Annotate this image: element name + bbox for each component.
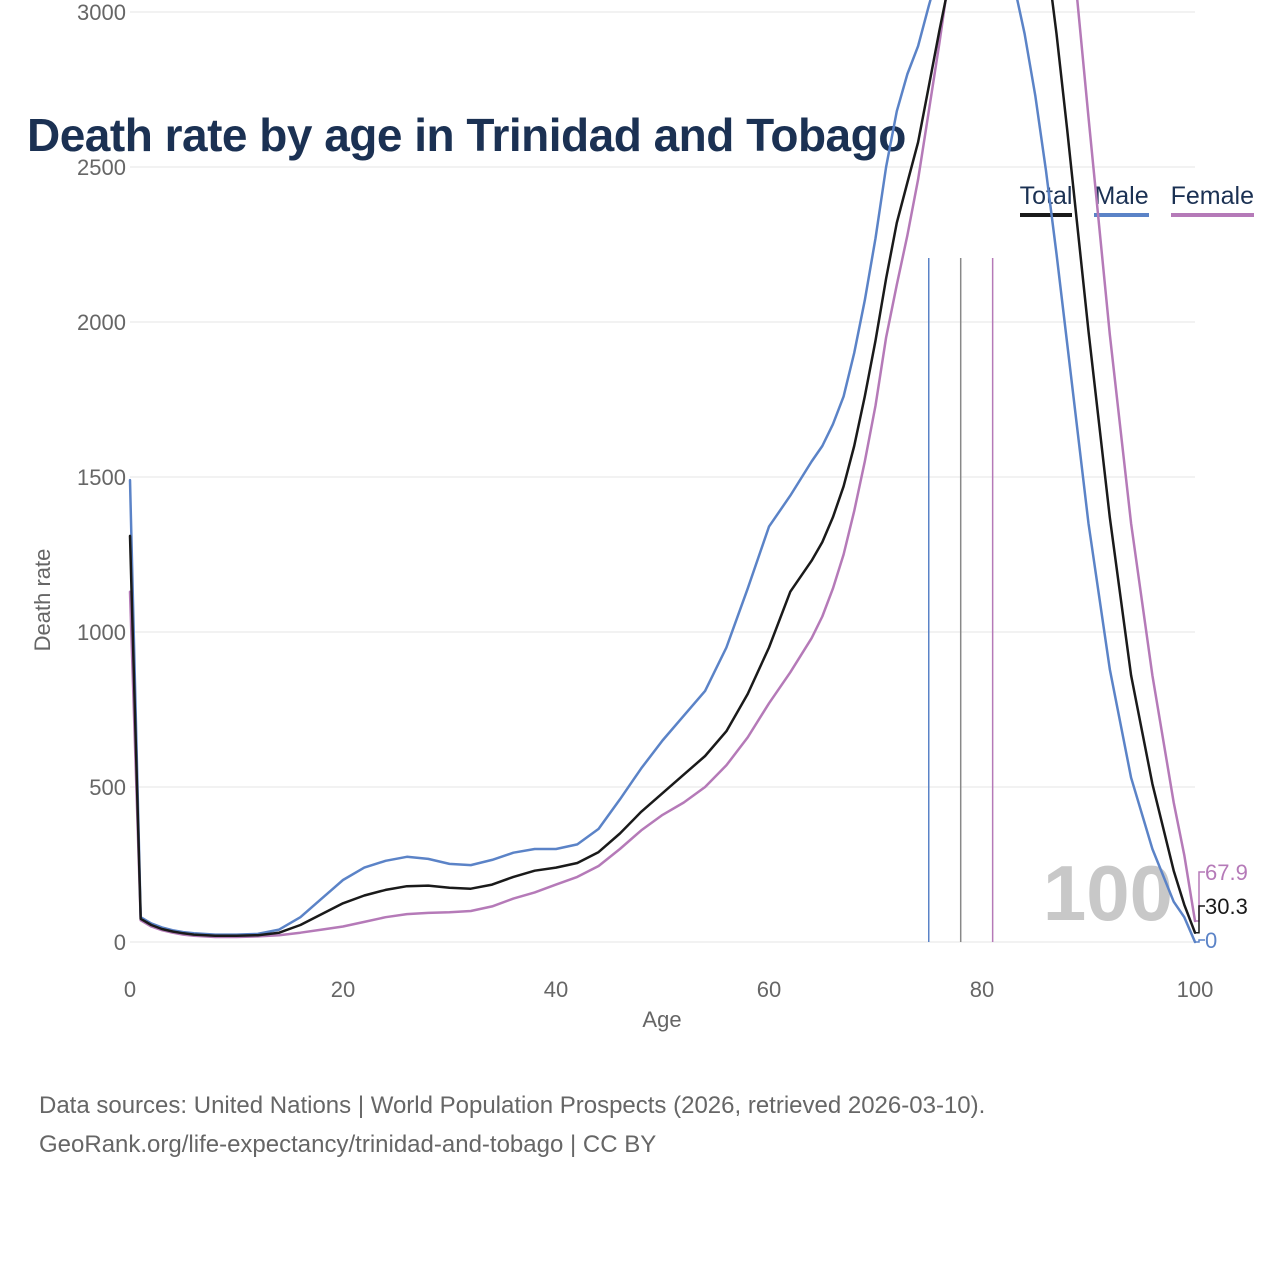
x-axis-ticks: 0 20 40 60 80 100 <box>124 977 1213 1002</box>
reference-lines <box>928 258 994 942</box>
legend-item-male[interactable]: Male <box>1094 182 1149 217</box>
y-tick-label: 500 <box>89 775 126 800</box>
end-label-female: 67.9 <box>1205 860 1248 885</box>
x-tick-label: 80 <box>970 977 994 1002</box>
footer-link[interactable]: GeoRank.org/life-expectancy/trinidad-and… <box>39 1131 657 1158</box>
x-tick-label: 60 <box>757 977 781 1002</box>
y-axis-ticks: 05001000150020002500300035004000 <box>77 0 126 955</box>
chart-area: 05001000150020002500300035004000 0204060… <box>30 0 1248 1032</box>
legend-item-total[interactable]: Total <box>1019 182 1073 217</box>
end-label-connector-total <box>1195 905 1205 934</box>
y-tick-label: 2500 <box>77 155 126 180</box>
footer: Data sources: United Nations | World Pop… <box>39 1086 985 1164</box>
end-label-connector-male <box>1195 939 1205 943</box>
end-labels: 67.9 30.3 0 <box>1195 860 1248 953</box>
chart-title: Death rate by age in Trinidad and Tobago <box>27 109 906 161</box>
y-axis-label: Death rate <box>30 549 55 652</box>
series-line-total[interactable] <box>128 0 1197 938</box>
y-tick-label: 0 <box>114 930 126 955</box>
end-label-total: 30.3 <box>1205 894 1248 919</box>
x-tick-label: 0 <box>124 977 136 1002</box>
series-lines <box>128 0 1197 944</box>
gridlines <box>130 11 1195 943</box>
y-tick-label: 3000 <box>77 0 126 25</box>
year-watermark: 100 <box>1043 849 1173 937</box>
legend-item-female[interactable]: Female <box>1170 182 1254 217</box>
y-tick-label: 1000 <box>77 620 126 645</box>
series-line-female[interactable] <box>128 0 1197 939</box>
x-tick-label: 20 <box>331 977 355 1002</box>
x-axis-label: Age <box>642 1007 681 1032</box>
end-label-male: 0 <box>1205 928 1217 953</box>
x-tick-label: 100 <box>1177 977 1214 1002</box>
y-tick-label: 2000 <box>77 310 126 335</box>
footer-sources: Data sources: United Nations | World Pop… <box>39 1092 986 1119</box>
legend: Total Male Female <box>1019 182 1254 217</box>
end-label-connector-female <box>1195 871 1205 922</box>
y-tick-label: 1500 <box>77 465 126 490</box>
x-tick-label: 40 <box>544 977 568 1002</box>
series-line-male[interactable] <box>128 0 1197 944</box>
